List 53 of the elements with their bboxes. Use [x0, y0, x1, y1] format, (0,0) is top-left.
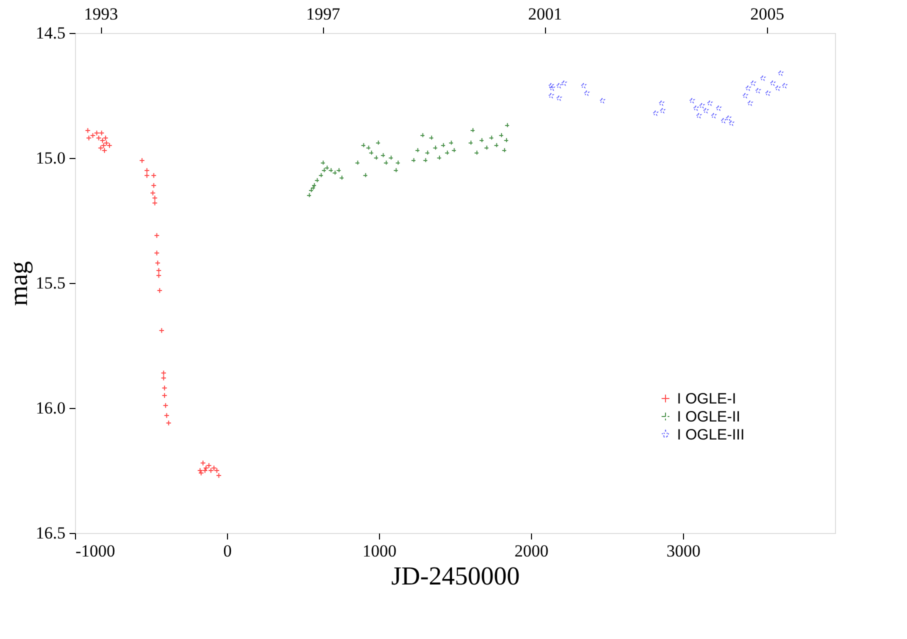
point [160, 375, 166, 381]
point [104, 140, 110, 146]
point [160, 370, 166, 376]
x-tick-label: 2000 [514, 542, 548, 560]
y-tick-label: 15.5 [36, 274, 66, 292]
point [90, 132, 96, 138]
y-tick-label: 16.0 [36, 398, 66, 418]
point [98, 130, 104, 136]
point [98, 145, 104, 151]
x-tick-label: -1000 [76, 542, 116, 560]
point [144, 172, 150, 178]
x2-tick-label: 2005 [750, 4, 784, 24]
x2-tick-label: 2001 [528, 4, 562, 24]
point [150, 182, 157, 188]
point [706, 100, 712, 106]
x-tick-label: 1000 [362, 542, 396, 560]
point [156, 272, 162, 278]
point [144, 168, 150, 174]
legend-label: I OGLE-I [677, 390, 736, 408]
point [549, 85, 555, 90]
point [202, 468, 208, 474]
point [139, 158, 145, 164]
point [152, 200, 158, 206]
point [156, 268, 162, 274]
legend-label: I OGLE-III [677, 426, 745, 444]
y-tick-label: 15.0 [36, 148, 66, 168]
point [106, 142, 112, 148]
point [162, 392, 168, 398]
x-axis-title: JD-2450000 [391, 562, 520, 590]
point [154, 232, 160, 238]
x2-tick-label: 1993 [84, 4, 118, 24]
point [166, 420, 172, 426]
y-tick-label: 14.5 [36, 24, 66, 42]
y-axis-title: mag [4, 261, 33, 306]
point [84, 128, 91, 134]
point [778, 70, 784, 76]
point [162, 402, 168, 408]
legend-label: I OGLE-II [677, 408, 740, 426]
point [102, 148, 108, 154]
point [162, 385, 168, 391]
point [158, 328, 164, 334]
x2-tick-label: 1997 [306, 4, 341, 24]
point [154, 260, 161, 266]
y-tick-label: 16.5 [36, 524, 66, 542]
x-tick-label: 3000 [666, 542, 700, 560]
point [164, 412, 170, 418]
point [102, 135, 108, 141]
x-tick-label: 0 [223, 542, 232, 560]
point [197, 468, 203, 474]
point [150, 172, 157, 178]
point [584, 90, 590, 96]
point [154, 250, 160, 256]
point [580, 82, 586, 88]
